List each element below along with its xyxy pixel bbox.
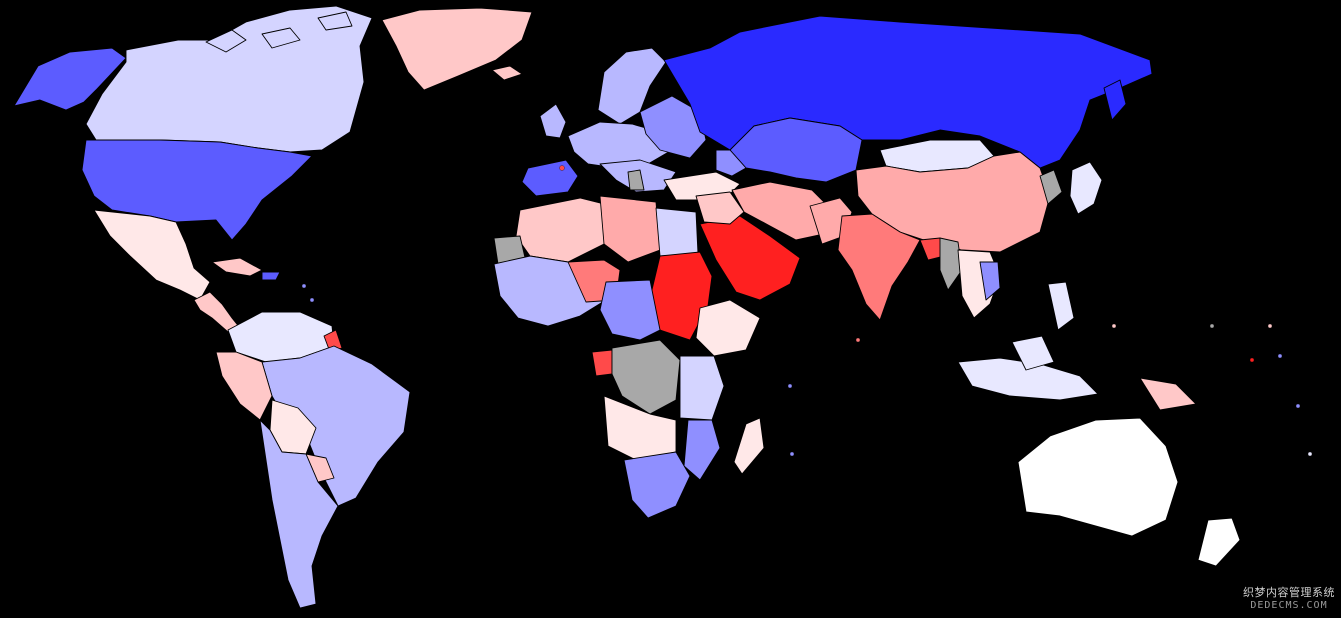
region-caucasus	[715, 149, 747, 177]
region-egypt	[655, 207, 699, 257]
region-southern-africa	[623, 451, 691, 519]
region-caribbean-cuba	[211, 257, 263, 277]
region-ethiopia-horn	[695, 299, 761, 357]
region-gulf-of-guinea	[591, 349, 613, 377]
islet-pacific-2	[1209, 323, 1215, 329]
islet-pacific-4	[1249, 357, 1255, 363]
region-iberia	[521, 159, 579, 197]
region-india	[837, 213, 921, 321]
islet-pacific-3	[1267, 323, 1273, 329]
region-greenland	[381, 7, 533, 91]
region-arabian-peninsula	[699, 215, 801, 301]
region-alaska	[13, 47, 127, 111]
region-new-zealand	[1197, 517, 1241, 567]
region-papua-new-guinea	[1139, 377, 1197, 411]
region-borneo	[1011, 335, 1055, 371]
region-levant-iraq	[695, 191, 745, 225]
islet-pacific-6	[1295, 403, 1301, 409]
region-caribbean-hispaniola	[261, 271, 281, 281]
region-mozambique	[683, 419, 721, 481]
islet-pacific-7	[1307, 451, 1313, 457]
region-iceland	[491, 65, 523, 81]
region-congo-gray	[611, 339, 681, 415]
region-north-africa-central	[599, 195, 661, 263]
region-canada	[85, 5, 373, 153]
islet-maldives	[855, 337, 861, 343]
islet-indian-ocean	[787, 383, 793, 389]
region-peru	[215, 351, 273, 421]
islet-caribbean-1	[301, 283, 307, 289]
islet-mauritius	[789, 451, 795, 457]
region-guianas	[323, 329, 343, 353]
region-british-isles	[539, 103, 567, 139]
islet-pacific-1	[1111, 323, 1117, 329]
region-philippines	[1047, 281, 1075, 331]
region-eastern-europe	[639, 95, 707, 159]
region-east-africa	[679, 355, 725, 421]
islet-atlantic	[559, 165, 565, 171]
watermark-domain: DEDECMS.COM	[1250, 600, 1328, 611]
region-mexico	[93, 209, 211, 301]
islet-caribbean-2	[309, 297, 315, 303]
watermark-title: 织梦内容管理系统	[1243, 586, 1335, 599]
islet-pacific-5	[1277, 353, 1283, 359]
region-united-states	[81, 139, 313, 241]
region-korea	[1039, 169, 1063, 205]
region-japan	[1069, 161, 1103, 215]
region-vietnam-laos	[979, 261, 1001, 301]
region-indonesia	[957, 357, 1099, 401]
region-kamchatka	[1103, 79, 1127, 121]
region-myanmar	[939, 237, 963, 291]
region-balkans-gray	[627, 169, 645, 191]
region-canada-arctic	[205, 11, 353, 53]
region-central-america	[193, 291, 241, 333]
region-central-africa	[599, 279, 661, 341]
watermark: 织梦内容管理系统 DEDECMS.COM	[1243, 586, 1335, 612]
region-madagascar	[733, 417, 765, 475]
region-australia	[1017, 417, 1179, 537]
region-southern-cone	[259, 419, 339, 609]
